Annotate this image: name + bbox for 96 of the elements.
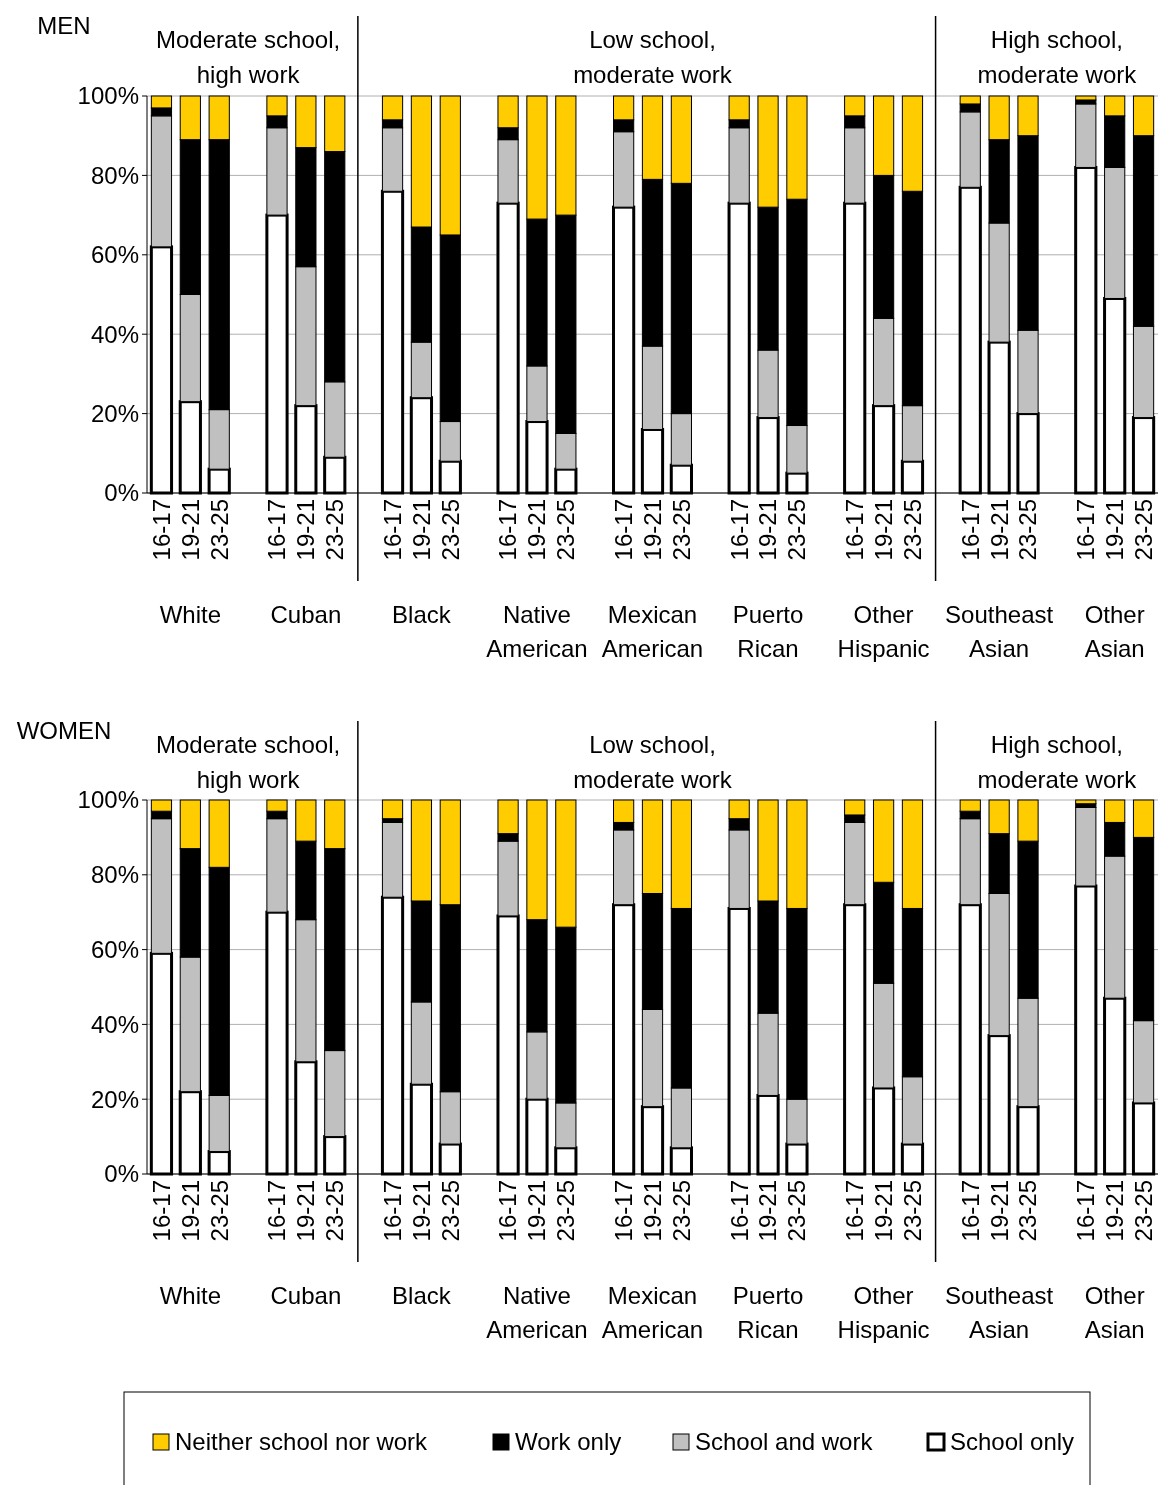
- y-tick-label: 80%: [90, 861, 139, 889]
- x-tick-label: 16-17: [610, 499, 638, 561]
- x-tick-label: 23-25: [667, 499, 695, 561]
- text: Low school, moderate work: [573, 731, 733, 793]
- x-tick-label: 16-17: [263, 1180, 291, 1242]
- legend-label: School only: [950, 1428, 1075, 1456]
- x-tick-label: 16-17: [956, 1180, 984, 1242]
- x-tick-label: 19-21: [176, 1180, 204, 1242]
- x-tick-label: 19-21: [754, 1180, 782, 1242]
- x-tick-label: 23-25: [783, 1180, 811, 1242]
- y-tick-label: 80%: [90, 161, 139, 189]
- y-tick-label: 100%: [77, 82, 139, 110]
- text: White: [159, 1282, 222, 1309]
- text: Puerto Rican: [732, 601, 804, 662]
- x-tick-label: 16-17: [378, 1180, 406, 1242]
- x-tick-label: 19-21: [754, 499, 782, 561]
- x-tick-label: 19-21: [176, 499, 204, 561]
- x-tick-label: 19-21: [407, 1180, 435, 1242]
- x-tick-label: 16-17: [725, 1180, 753, 1242]
- x-tick-label: 23-25: [205, 499, 233, 561]
- text: Low school, moderate work: [573, 26, 733, 88]
- y-tick-label: 0%: [104, 1160, 139, 1188]
- x-tick-label: 19-21: [523, 499, 551, 561]
- text: Southeast Asian: [945, 1282, 1054, 1343]
- text: Mexican American: [601, 1282, 704, 1343]
- x-tick-label: 19-21: [638, 1180, 666, 1242]
- text: Black: [392, 1282, 452, 1309]
- y-tick-label: 100%: [77, 786, 139, 814]
- y-tick-label: 0%: [104, 479, 139, 507]
- text: Other Asian: [1084, 1282, 1145, 1343]
- text: Native American: [486, 601, 588, 662]
- x-tick-label: 16-17: [263, 499, 291, 561]
- x-tick-label: 23-25: [552, 499, 580, 561]
- x-tick-label: 23-25: [898, 1180, 926, 1242]
- legend-label: Neither school nor work: [175, 1428, 429, 1456]
- x-tick-label: 23-25: [667, 1180, 695, 1242]
- x-tick-label: 19-21: [869, 1180, 897, 1242]
- text: Other Asian: [1084, 601, 1145, 662]
- text: Moderate school, high work: [156, 26, 341, 88]
- x-tick-label: 19-21: [292, 1180, 320, 1242]
- x-tick-label: 16-17: [1072, 1180, 1100, 1242]
- x-tick-label: 16-17: [610, 1180, 638, 1242]
- x-tick-label: 23-25: [1014, 1180, 1042, 1242]
- y-tick-label: 40%: [90, 1010, 139, 1038]
- x-tick-label: 23-25: [205, 1180, 233, 1242]
- x-tick-label: 16-17: [725, 499, 753, 561]
- chart-title: WOMEN: [16, 717, 112, 744]
- legend-label: School and work: [695, 1428, 874, 1456]
- x-tick-label: 23-25: [436, 499, 464, 561]
- x-tick-label: 16-17: [494, 499, 522, 561]
- x-tick-label: 19-21: [985, 1180, 1013, 1242]
- x-tick-label: 23-25: [1129, 499, 1157, 561]
- text: Moderate school, high work: [156, 731, 341, 793]
- y-tick-label: 60%: [90, 241, 139, 269]
- y-tick-label: 20%: [90, 1085, 139, 1113]
- x-tick-label: 23-25: [1014, 499, 1042, 561]
- x-tick-label: 23-25: [552, 1180, 580, 1242]
- legend-label: Work only: [515, 1428, 622, 1456]
- x-tick-label: 16-17: [841, 1180, 869, 1242]
- text: High school, moderate work: [977, 731, 1138, 793]
- x-tick-label: 23-25: [1129, 1180, 1157, 1242]
- x-tick-label: 23-25: [436, 1180, 464, 1242]
- x-tick-label: 16-17: [147, 499, 175, 561]
- x-tick-label: 19-21: [523, 1180, 551, 1242]
- x-tick-label: 16-17: [378, 499, 406, 561]
- text: Native American: [486, 1282, 588, 1343]
- x-tick-label: 23-25: [321, 1180, 349, 1242]
- text: Cuban: [270, 601, 342, 628]
- x-tick-label: 23-25: [783, 499, 811, 561]
- x-tick-label: 19-21: [292, 499, 320, 561]
- text: Black: [392, 601, 452, 628]
- x-tick-label: 23-25: [321, 499, 349, 561]
- chart-title: MEN: [37, 12, 91, 39]
- y-tick-label: 20%: [90, 400, 139, 427]
- text: White: [159, 601, 222, 628]
- x-tick-label: 19-21: [1101, 499, 1129, 561]
- y-tick-label: 40%: [90, 320, 139, 348]
- x-tick-label: 19-21: [638, 499, 666, 561]
- y-tick-label: 60%: [90, 936, 139, 963]
- x-tick-label: 19-21: [407, 499, 435, 561]
- x-tick-label: 16-17: [147, 1180, 175, 1242]
- x-tick-label: 19-21: [985, 499, 1013, 561]
- text: Southeast Asian: [945, 601, 1054, 662]
- x-tick-label: 16-17: [956, 499, 984, 561]
- x-tick-label: 16-17: [841, 499, 869, 561]
- x-tick-label: 23-25: [898, 499, 926, 561]
- text: Mexican American: [601, 601, 704, 662]
- text: Other Hispanic: [837, 601, 930, 662]
- text: Puerto Rican: [732, 1282, 804, 1343]
- text: High school, moderate work: [977, 26, 1138, 88]
- x-tick-label: 19-21: [1101, 1180, 1129, 1242]
- x-tick-label: 16-17: [494, 1180, 522, 1242]
- x-tick-label: 19-21: [869, 499, 897, 561]
- text: Cuban: [270, 1282, 342, 1309]
- text: Other Hispanic: [837, 1282, 930, 1343]
- x-tick-label: 16-17: [1072, 499, 1100, 561]
